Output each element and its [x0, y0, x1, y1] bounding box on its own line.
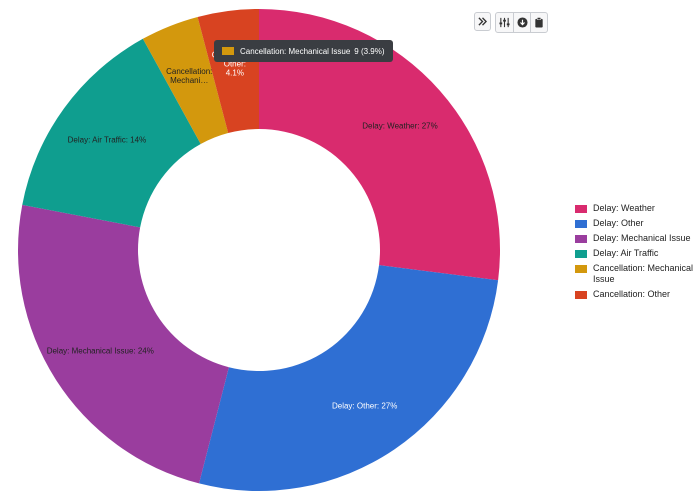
legend-item[interactable]: Cancellation: Mechanical Issue: [575, 263, 695, 285]
slice-delay-air-traffic[interactable]: [22, 38, 201, 228]
tooltip-value: 9 (3.9%): [354, 46, 385, 56]
slice-label: Delay: Mechanical Issue: 24%: [47, 347, 154, 356]
chevrons-right-icon: [478, 17, 487, 26]
legend-swatch: [575, 250, 587, 258]
legend-label: Delay: Mechanical Issue: [593, 233, 691, 243]
slice-label: Delay: Weather: 27%: [362, 122, 437, 131]
download-button[interactable]: [513, 13, 530, 32]
copy-button[interactable]: [530, 13, 547, 32]
slice-delay-mechanical-issue[interactable]: [17, 204, 229, 484]
download-icon: [516, 17, 528, 28]
legend-label: Delay: Air Traffic: [593, 248, 659, 258]
legend-label: Delay: Other: [593, 218, 644, 228]
tooltip-label: Cancellation: Mechanical Issue: [240, 46, 351, 56]
legend-swatch: [575, 265, 587, 273]
chart-tooltip: Cancellation: Mechanical Issue 9 (3.9%): [214, 40, 393, 62]
slice-label: Delay: Air Traffic: 14%: [68, 136, 147, 145]
chart-legend: Delay: Weather Delay: Other Delay: Mecha…: [575, 203, 695, 304]
chart-toolbar: [474, 12, 548, 33]
slice-label: Delay: Other: 27%: [332, 401, 397, 410]
slice-delay-other[interactable]: [199, 265, 499, 491]
legend-item[interactable]: Delay: Air Traffic: [575, 248, 695, 259]
legend-label: Cancellation: Other: [593, 289, 671, 299]
legend-item[interactable]: Delay: Other: [575, 218, 695, 229]
legend-item[interactable]: Delay: Mechanical Issue: [575, 233, 695, 244]
settings-button[interactable]: [496, 13, 513, 32]
legend-swatch: [575, 220, 587, 228]
legend-item[interactable]: Delay: Weather: [575, 203, 695, 214]
legend-swatch: [575, 235, 587, 243]
chart-actions-group: [495, 12, 548, 33]
slice-cancellation-mechanical-issue[interactable]: [142, 16, 229, 144]
clipboard-icon: [535, 17, 543, 28]
tooltip-swatch: [222, 47, 234, 55]
legend-label: Delay: Weather: [593, 203, 655, 213]
slice-delay-weather[interactable]: [259, 9, 500, 281]
legend-label: Cancellation: Mechanical Issue: [593, 263, 694, 284]
sliders-icon: [499, 17, 510, 28]
slice-label: Cancellation: Mechani…: [166, 67, 212, 85]
legend-item[interactable]: Cancellation: Other: [575, 289, 695, 300]
slice-cancellation-other[interactable]: [197, 9, 259, 133]
legend-swatch: [575, 205, 587, 213]
expand-button[interactable]: [474, 12, 491, 31]
legend-swatch: [575, 291, 587, 299]
